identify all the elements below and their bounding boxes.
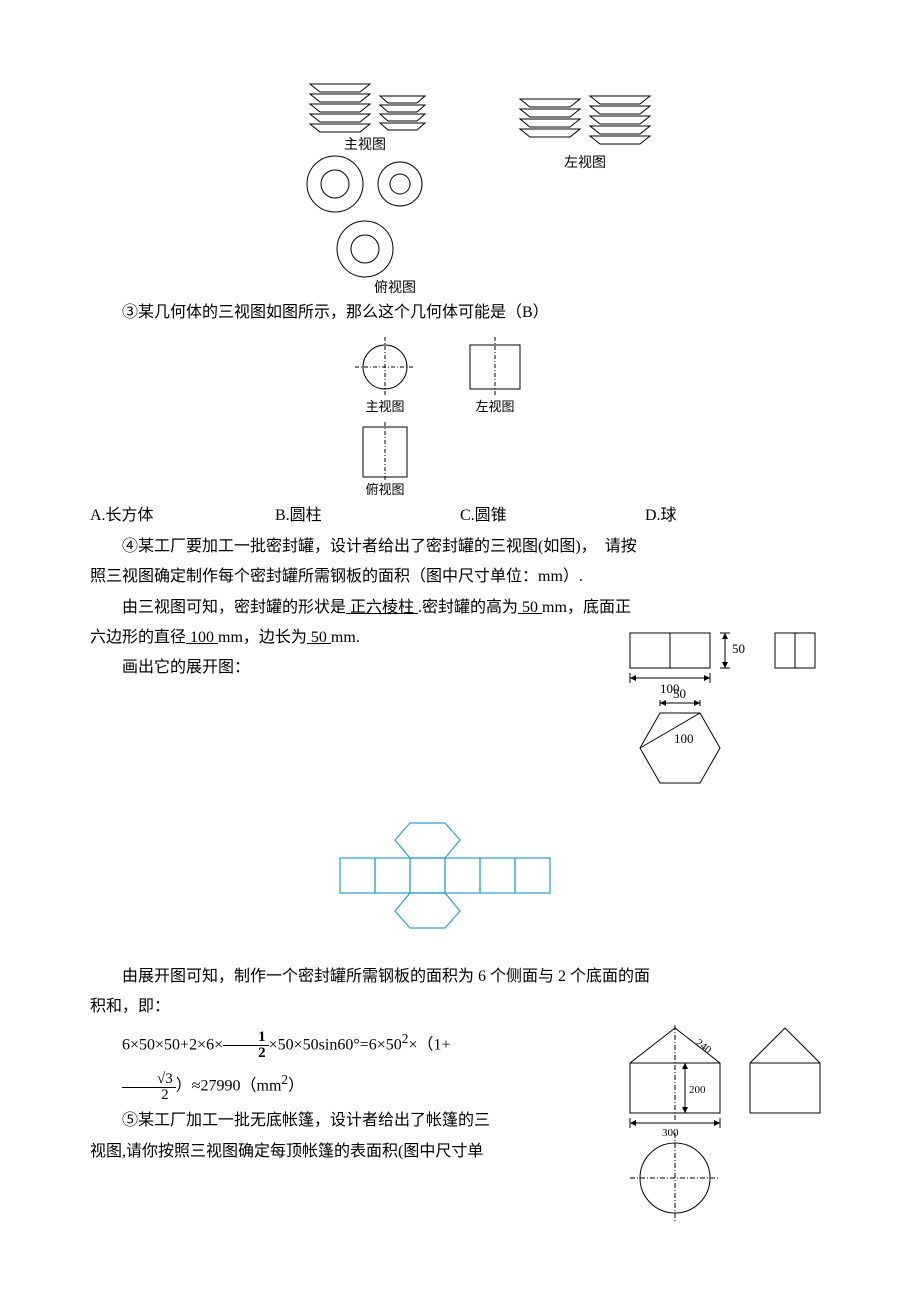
q3-svg: 主视图 左视图 俯视图 [330,332,590,497]
dim-240: 240 [693,1037,714,1057]
q4-line6: 由展开图可知，制作一个密封罐所需钢板的面积为 6 个侧面与 2 个底面的面 [90,962,830,992]
q3-options: A.长方体 B.圆柱 C.圆锥 D.球 [90,501,830,531]
q5-threeview: 240 200 300 [620,1023,830,1223]
option-c: C.圆锥 [460,501,645,531]
fig1-views: 主视图 左视图 俯视图 [90,74,830,294]
option-a: A.长方体 [90,501,275,531]
q4-line2: 照三视图确定制作每个密封罐所需钢板的面积（图中尺寸单位：mm）. [90,562,830,592]
q4-line3: 由三视图可知，密封罐的形状是 正六棱柱 .密封罐的高为 50 mm，底面正 [90,593,830,623]
q5-svg: 240 200 300 [620,1023,830,1223]
q4-net-svg [330,793,590,958]
dim-50: 50 [732,641,745,656]
fig1-top-label: 俯视图 [374,280,416,294]
fig1-side-label: 左视图 [564,155,606,171]
option-d: D.球 [645,501,830,531]
q3-text: ③某几何体的三视图如图所示，那么这个几何体可能是（B） [90,298,830,328]
q4-net [90,793,830,958]
fig1-front-label: 主视图 [344,137,386,153]
q4-line1: ④某工厂要加工一批密封罐，设计者给出了密封罐的三视图(如图)， 请按 [90,532,830,562]
dim-300: 300 [662,1127,679,1139]
option-b: B.圆柱 [275,501,460,531]
q4-threeview-svg: 50 100 50 100 [620,623,830,793]
front-view-stack: 主视图 [310,84,425,153]
q3-top-label: 俯视图 [365,482,404,497]
q3-front-label: 主视图 [365,399,404,414]
fig1-svg: 主视图 左视图 俯视图 [240,74,680,294]
q4-line7: 积和，即： [90,992,830,1022]
dim-50b: 50 [673,686,686,701]
q3-views: 主视图 左视图 俯视图 [90,332,830,497]
dim-200: 200 [689,1084,706,1096]
dim-100b: 100 [674,731,694,746]
q3-side-label: 左视图 [475,399,514,414]
top-view-circles: 俯视图 [307,156,422,294]
side-view-stack: 左视图 [520,96,650,171]
q4-threeview: 50 100 50 100 [620,623,830,793]
